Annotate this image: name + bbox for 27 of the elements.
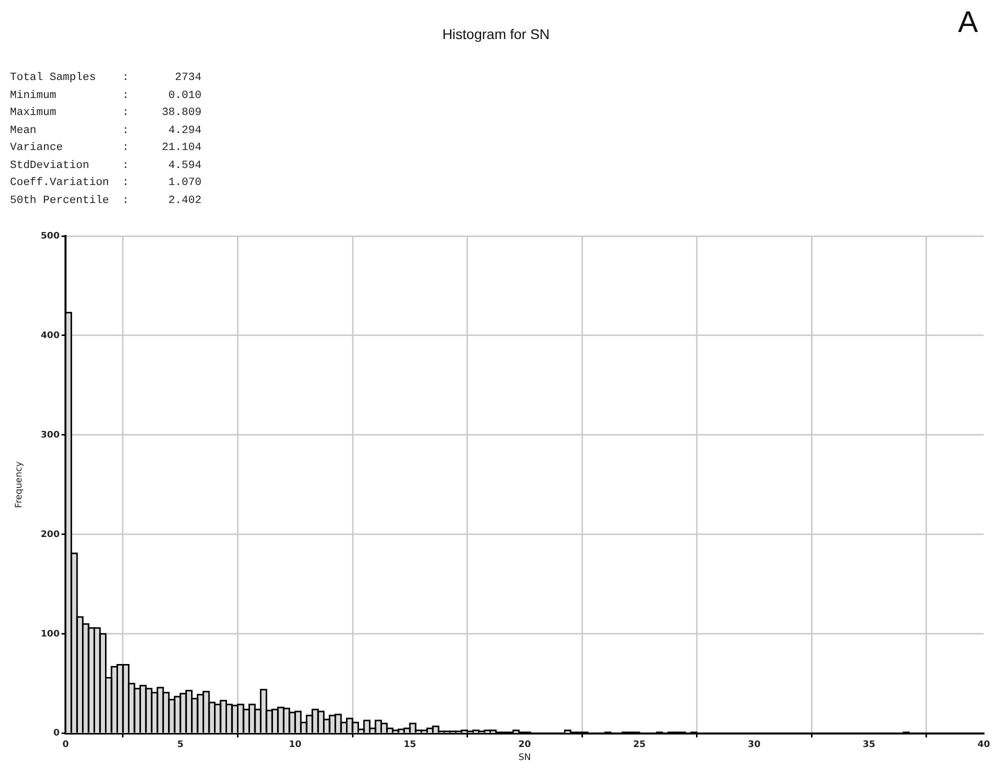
text: Mean : 4.294	[10, 124, 202, 136]
y-tick-label: 500	[40, 231, 60, 242]
x-tick-label: 30	[748, 740, 760, 750]
x-tick-label: 40	[977, 740, 990, 750]
x-tick-label: 5	[177, 740, 184, 750]
text: Variance : 21.104	[10, 142, 202, 154]
text: StdDeviation : 4.594	[10, 160, 202, 172]
text: A	[958, 6, 978, 40]
x-tick-label: 35	[862, 740, 876, 750]
y-tick-label: 0	[53, 728, 60, 739]
chart-title: Histogram for SN	[442, 26, 550, 42]
y-tick-label: 300	[40, 430, 60, 440]
text: Minimum : 0.010	[10, 90, 202, 102]
y-tick-label: 400	[40, 330, 60, 341]
x-tick-label: 20	[518, 740, 531, 750]
y-tick-label: 100	[40, 629, 60, 640]
text: 50th Percentile : 2.402	[10, 194, 202, 206]
text: Coeff.Variation : 1.070	[10, 177, 202, 189]
x-tick-label: 25	[633, 740, 646, 750]
x-tick-label: 0	[62, 740, 69, 750]
text: Total Samples : 2734	[10, 72, 202, 84]
y-tick-label: 200	[40, 530, 60, 540]
x-axis-title: SN	[518, 752, 531, 763]
y-axis-title: Frequency	[14, 460, 25, 508]
text: Maximum : 38.809	[10, 107, 202, 119]
x-tick-label: 15	[404, 740, 416, 750]
x-tick-label: 10	[288, 740, 302, 750]
